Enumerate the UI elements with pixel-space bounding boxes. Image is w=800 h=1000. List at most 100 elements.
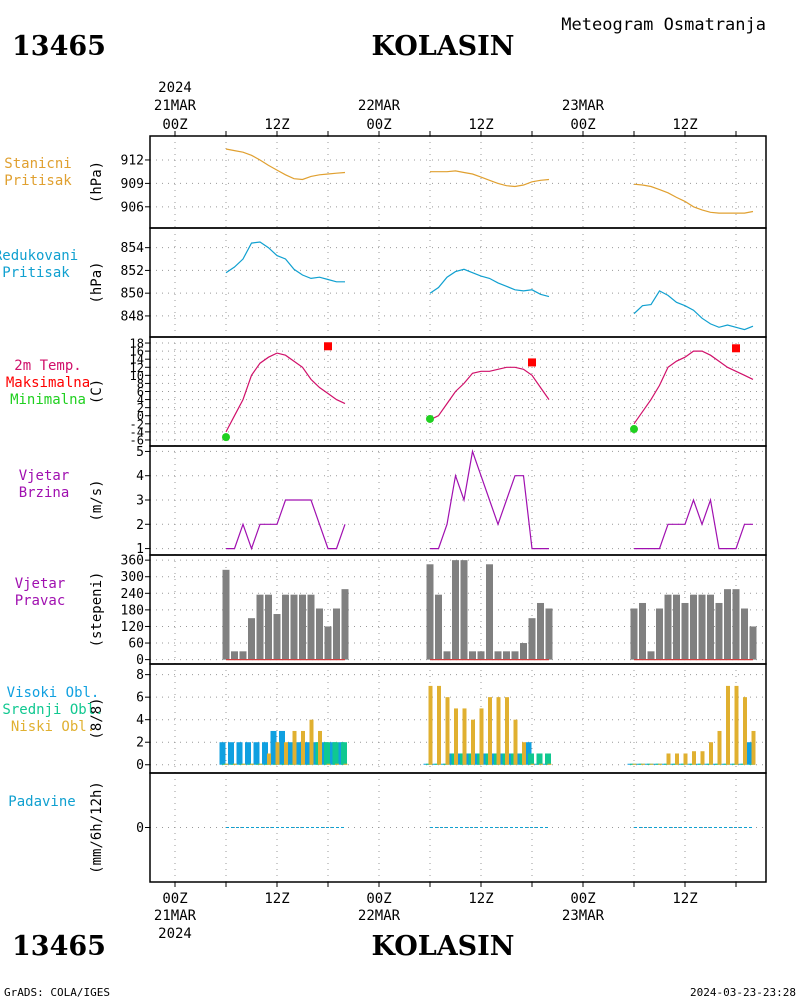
wind-direction-bar <box>698 594 706 660</box>
y-axis-unit-label: (mm/6h/12h) <box>89 781 105 874</box>
parameter-label: Niski Obl. <box>11 719 95 735</box>
low-cloud-bar <box>632 763 637 765</box>
parameter-label: 2m Temp. <box>14 358 81 374</box>
mid-cloud-bar <box>528 753 534 765</box>
parameter-label: Pritisak <box>4 173 72 189</box>
grads-credit: GrADS: COLA/IGES <box>4 986 110 999</box>
y-tick-label: 8 <box>137 377 144 391</box>
panel-5: 0 2 4 6 8 (8/8)Visoki Obl.Srednji Obl.Niski O… <box>2 663 767 774</box>
low-cloud-bar <box>751 730 756 765</box>
wind-direction-bar <box>511 651 519 660</box>
parameter-label: Minimalna <box>10 392 86 408</box>
bottom-time-tick-label: 00Z <box>162 891 187 907</box>
mid-cloud-bar <box>341 742 347 765</box>
mid-cloud-bar <box>332 742 339 765</box>
bottom-time-tick-label: 12Z <box>264 891 289 907</box>
low-cloud-bar <box>428 685 433 765</box>
wind-direction-bar <box>732 589 740 660</box>
low-cloud-bar <box>496 697 501 765</box>
y-tick-label: 8 <box>136 668 144 683</box>
y-axis-unit-label: (C) <box>89 379 105 404</box>
low-cloud-bar <box>233 763 237 765</box>
y-tick-label: 360 <box>121 554 144 569</box>
panel-frame <box>149 336 767 447</box>
wind-direction-bar <box>494 651 502 660</box>
low-cloud-bar <box>326 763 331 765</box>
y-tick-label: 12 <box>130 361 144 375</box>
low-cloud-bar <box>641 763 645 765</box>
y-axis-unit-label: (hPa) <box>89 261 105 303</box>
low-cloud-bar <box>649 763 654 765</box>
wind-direction-bar <box>639 602 646 660</box>
high-cloud-bar <box>253 742 260 765</box>
station-id-top: 13465 <box>12 31 106 62</box>
y-axis-unit-label: (hPa) <box>89 161 105 203</box>
wind-direction-bar <box>282 594 289 660</box>
parameter-label: Vjetar <box>15 576 66 592</box>
low-cloud-bar <box>224 763 229 765</box>
y-tick-label: -4 <box>130 425 144 439</box>
wind-direction-bar <box>673 594 680 660</box>
low-cloud-bar <box>309 719 314 765</box>
series-line <box>633 290 754 331</box>
wind-direction-bar <box>341 589 349 660</box>
low-cloud-bar <box>683 753 688 765</box>
y-tick-label: 852 <box>121 264 144 279</box>
y-tick-label: 14 <box>130 353 144 367</box>
low-cloud-bar <box>471 719 475 765</box>
high-cloud-bar <box>270 730 277 765</box>
panel-frame <box>149 227 767 338</box>
max-temp-marker <box>732 344 740 353</box>
y-tick-label: 2 <box>136 518 144 533</box>
mid-cloud-bar <box>324 742 330 765</box>
parameter-label: Stanicni <box>4 156 71 172</box>
y-tick-label: 850 <box>121 287 144 302</box>
wind-direction-bar <box>647 651 655 660</box>
render-timestamp: 2024-03-23-23:28 <box>690 986 796 999</box>
y-tick-label: 0 <box>136 821 144 836</box>
wind-direction-bar <box>503 651 510 660</box>
low-cloud-bar <box>547 763 552 765</box>
high-cloud-bar <box>228 742 234 765</box>
y-tick-label: 1 <box>136 542 144 557</box>
wind-direction-bar <box>749 626 757 660</box>
low-cloud-bar <box>717 730 722 765</box>
wind-direction-bar <box>715 602 723 660</box>
low-cloud-bar <box>335 763 339 765</box>
y-tick-label: 120 <box>121 620 144 635</box>
series-line <box>225 352 346 433</box>
low-cloud-bar <box>437 685 441 765</box>
series-line <box>225 148 346 181</box>
top-date-label: 22MAR <box>358 98 401 114</box>
y-tick-label: 854 <box>121 241 145 256</box>
high-cloud-bar <box>236 742 243 765</box>
y-tick-label: 18 <box>130 337 144 351</box>
low-cloud-bar <box>734 685 739 765</box>
low-cloud-bar <box>700 751 705 765</box>
y-axis-unit-label: (8/8) <box>89 697 105 739</box>
high-cloud-bar <box>746 742 753 765</box>
wind-direction-bar <box>273 614 281 660</box>
top-time-tick-label: 12Z <box>468 117 493 133</box>
low-cloud-bar <box>343 763 348 765</box>
panel-frame <box>149 772 767 883</box>
low-cloud-bar <box>258 763 263 765</box>
low-cloud-bar <box>241 763 246 765</box>
parameter-label: Vjetar <box>19 468 70 484</box>
top-time-tick-label: 00Z <box>366 117 391 133</box>
y-tick-label: 848 <box>121 309 144 324</box>
bottom-time-tick-label: 00Z <box>570 891 595 907</box>
series-line <box>634 497 753 550</box>
high-cloud-bar <box>262 742 268 765</box>
top-time-tick-label: 00Z <box>570 117 595 133</box>
series-line <box>430 170 550 188</box>
y-tick-label: 2 <box>137 401 144 415</box>
wind-direction-bar <box>239 651 247 660</box>
low-cloud-bar <box>513 719 518 765</box>
panel-6: 0 (mm/6h/12h) Padavine <box>8 772 767 883</box>
wind-direction-bar <box>324 626 332 660</box>
wind-direction-bar <box>520 643 527 660</box>
